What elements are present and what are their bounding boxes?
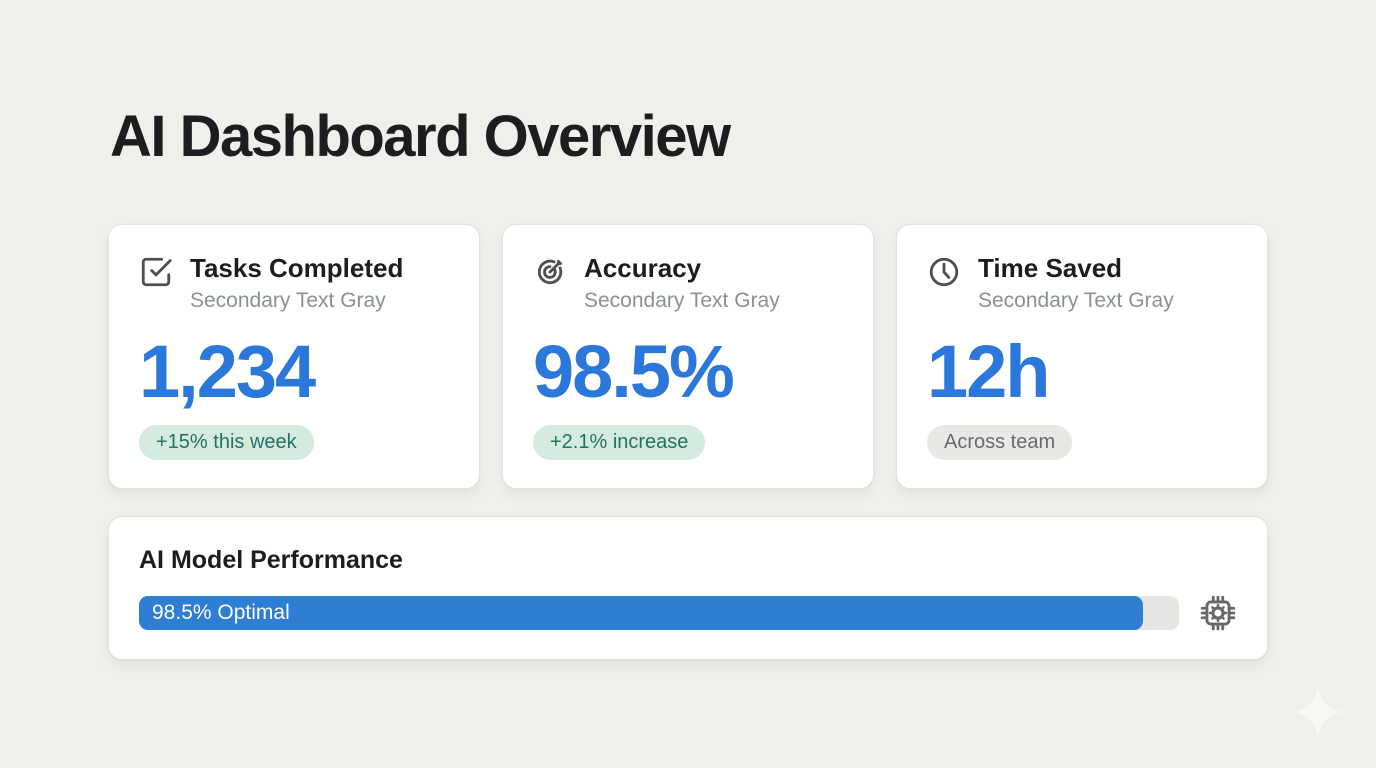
clock-icon	[927, 255, 961, 289]
check-square-icon	[139, 255, 173, 289]
performance-title: AI Model Performance	[139, 546, 403, 574]
card-header: Tasks Completed Secondary Text Gray	[139, 253, 449, 313]
card-header-text: Tasks Completed Secondary Text Gray	[190, 253, 403, 313]
page-title: AI Dashboard Overview	[110, 104, 731, 169]
card-header: Accuracy Secondary Text Gray	[533, 253, 843, 313]
status-badge: +15% this week	[139, 425, 314, 460]
performance-row: 98.5% Optimal	[139, 594, 1237, 632]
stat-card-tasks-completed: Tasks Completed Secondary Text Gray 1,23…	[108, 224, 480, 489]
status-badge: +2.1% increase	[533, 425, 706, 460]
cpu-icon[interactable]	[1199, 594, 1237, 632]
card-title: Tasks Completed	[190, 253, 404, 283]
stat-value: 98.5%	[533, 330, 735, 414]
stat-card-accuracy: Accuracy Secondary Text Gray 98.5% +2.1%…	[502, 224, 874, 489]
card-title: Time Saved	[978, 253, 1123, 283]
stat-card-time-saved: Time Saved Secondary Text Gray 12h Acros…	[896, 224, 1268, 489]
card-header: Time Saved Secondary Text Gray	[927, 253, 1237, 313]
stat-cards-row: Tasks Completed Secondary Text Gray 1,23…	[108, 224, 1268, 489]
performance-card: AI Model Performance 98.5% Optimal	[108, 516, 1268, 660]
card-subtitle: Secondary Text Gray	[190, 289, 386, 313]
card-subtitle: Secondary Text Gray	[584, 289, 780, 313]
card-header-text: Accuracy Secondary Text Gray	[584, 253, 780, 313]
card-header-text: Time Saved Secondary Text Gray	[978, 253, 1174, 313]
performance-progress-fill: 98.5% Optimal	[139, 596, 1143, 630]
stat-value: 1,234	[139, 330, 316, 414]
target-icon	[533, 255, 567, 289]
stat-value: 12h	[927, 330, 1051, 414]
sparkle-icon	[1288, 682, 1348, 742]
progress-label: 98.5% Optimal	[152, 601, 290, 624]
status-badge: Across team	[927, 425, 1073, 460]
card-title: Accuracy	[584, 253, 702, 283]
performance-progress-track: 98.5% Optimal	[139, 596, 1179, 630]
card-subtitle: Secondary Text Gray	[978, 289, 1174, 313]
